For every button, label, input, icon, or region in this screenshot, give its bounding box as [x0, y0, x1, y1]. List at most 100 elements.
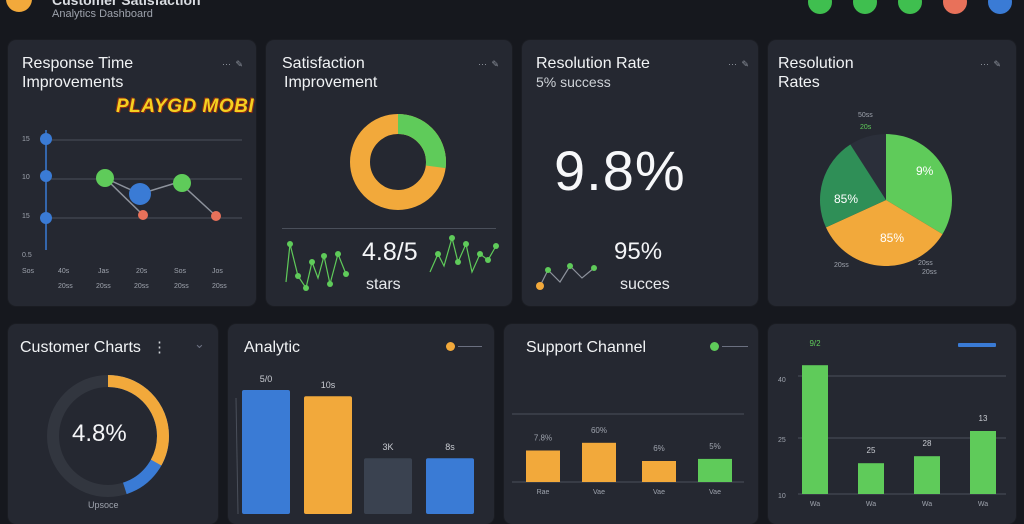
bar: [364, 458, 412, 514]
x-tick: 20s: [136, 268, 148, 275]
legend-dot-icon: [710, 342, 719, 351]
x-tick-label: Wa: [922, 501, 932, 508]
legend-line: [458, 346, 482, 347]
chevron-down-icon[interactable]: ⌄: [194, 336, 205, 351]
y-tick: 0.5: [22, 252, 32, 259]
bar-label: 7.8%: [534, 434, 552, 443]
data-point: [40, 170, 52, 182]
resolution-pie: [820, 134, 952, 266]
bar: [304, 396, 352, 514]
legend-label: 20ss: [918, 260, 933, 267]
analytic-bar-chart: 5/0 10s 3K 8s: [235, 374, 474, 514]
card-subtitle: 5% success: [536, 74, 611, 90]
x-sub-tick: 20ss: [96, 283, 111, 290]
response-line-chart: [40, 130, 242, 250]
bar: [802, 365, 828, 494]
card-title-line2: Rates: [778, 74, 820, 91]
x-sub-tick: 20ss: [58, 283, 73, 290]
card-title-line1: Response Time: [22, 55, 134, 72]
data-point: [138, 210, 148, 220]
legend-label: 20ss: [922, 269, 937, 276]
status-dot-5[interactable]: [988, 0, 1012, 14]
bar: [242, 390, 290, 514]
bar-label: 60%: [591, 426, 607, 435]
card-title-line2: Improvement: [284, 74, 378, 91]
bar-label: 8s: [445, 442, 455, 452]
legend-label: 20ss: [834, 262, 849, 269]
pie-slice: [820, 144, 886, 228]
card-title-line1: Satisfaction: [282, 55, 365, 72]
satisfaction-card: Satisfaction Improvement ⋯ ✎ 4.8/5 stars: [266, 40, 512, 306]
x-tick: Sos: [22, 268, 35, 275]
x-tick-label: Wa: [978, 501, 988, 508]
bar: [642, 461, 676, 482]
x-sub-tick: 20ss: [134, 283, 149, 290]
x-tick-label: Vae: [653, 489, 665, 496]
card-menu-icon[interactable]: ⋯ ✎: [478, 59, 501, 69]
top-label: 9/2: [809, 339, 821, 348]
bar: [426, 458, 474, 514]
y-tick: 15: [22, 136, 30, 143]
bar-label: 10s: [321, 380, 336, 390]
watermark-logo: PLAYGD MOBI: [116, 96, 255, 117]
rating-value: 4.8/5: [362, 238, 418, 266]
bar-label: 5%: [709, 442, 721, 451]
resolution-rate-card: Resolution Rate 5% success ⋯ ✎ 9.8% 95% …: [522, 40, 758, 306]
bar: [970, 431, 996, 494]
bar: [526, 450, 560, 482]
success-label: succes: [620, 276, 670, 293]
y-tick-label: 25: [778, 437, 786, 444]
x-tick: Jos: [212, 268, 223, 275]
app-logo-icon: [6, 0, 32, 12]
bar: [914, 456, 940, 494]
card-menu-icon[interactable]: ⋯ ✎: [980, 59, 1003, 69]
status-dot-1[interactable]: [808, 0, 832, 14]
card-menu-icon[interactable]: ⋯ ✎: [728, 59, 751, 69]
x-tick-label: Vae: [709, 489, 721, 496]
page-subtitle: Analytics Dashboard: [52, 8, 153, 20]
green-bars-card: 40 25 10 9/2 Wa 25 Wa 28 Wa 13 Wa: [768, 324, 1016, 524]
card-title: Analytic: [244, 339, 301, 356]
card-title: Support Channel: [526, 339, 647, 356]
sparkline-right: [429, 235, 499, 274]
x-tick-label: Rae: [537, 489, 550, 496]
legend-label: 20s: [860, 124, 872, 131]
response-time-card: Response Time Improvements ⋯ ✎ 15 10 15 …: [8, 40, 256, 306]
satisfaction-donut: [350, 114, 446, 210]
card-title-line1: Resolution: [778, 55, 854, 72]
x-tick: Sos: [174, 268, 187, 275]
bar-label: 13: [979, 414, 988, 423]
card-title-line2: Improvements: [22, 74, 124, 91]
y-tick-label: 40: [778, 377, 786, 384]
legend-label: 50ss: [858, 112, 873, 119]
data-point: [96, 169, 114, 187]
y-tick: 10: [22, 174, 30, 181]
status-dot-4[interactable]: [943, 0, 967, 14]
ring-footer: Upsoce: [88, 500, 119, 510]
big-value: 9.8%: [554, 139, 686, 202]
card-title: Customer Charts: [20, 339, 141, 356]
bar-label: 25: [867, 446, 876, 455]
x-tick: Jas: [98, 268, 109, 275]
pie-slice: [825, 200, 943, 266]
bar-label: 5/0: [260, 374, 273, 384]
ring-value: 4.8%: [72, 420, 127, 447]
y-tick: 15: [22, 213, 30, 220]
x-tick-label: Wa: [810, 501, 820, 508]
x-sub-tick: 20ss: [174, 283, 189, 290]
status-dot-2[interactable]: [853, 0, 877, 14]
bar-label: 3K: [382, 442, 393, 452]
support-bar-chart: 7.8% Rae 60% Vae 6% Vae 5% Vae: [512, 413, 744, 496]
data-point: [40, 212, 52, 224]
legend-dot-icon: [446, 342, 455, 351]
card-menu-icon[interactable]: ⋯ ✎: [222, 59, 245, 69]
resolution-rates-card: Resolution Rates ⋯ ✎ 50ss 20s 9% 85% 85%…: [768, 40, 1016, 306]
customer-charts-card: Customer Charts ⋮ ⌄ 4.8% Upsoce: [8, 324, 218, 524]
slice-label: 85%: [834, 192, 859, 206]
status-dot-3[interactable]: [898, 0, 922, 14]
x-tick-label: Wa: [866, 501, 876, 508]
success-percent: 95%: [614, 238, 663, 265]
x-tick: 40s: [58, 268, 70, 275]
page-title: Customer Satisfaction: [52, 0, 201, 8]
more-options-icon[interactable]: ⋮: [152, 339, 167, 356]
